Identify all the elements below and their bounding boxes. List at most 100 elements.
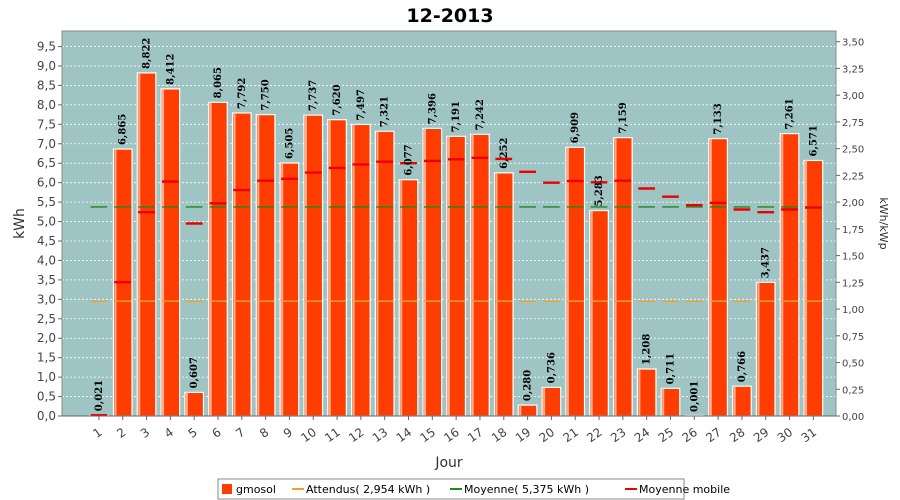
bars <box>89 72 824 417</box>
x-tick-label: 30 <box>775 425 796 445</box>
y2-tick-label: 1,75 <box>842 225 864 236</box>
x-tick-label: 10 <box>298 425 319 445</box>
x-tick-label: 12 <box>346 425 367 445</box>
data-label: 8,065 <box>213 67 224 98</box>
y-tick-label: 9,5 <box>37 40 56 54</box>
data-label: 7,261 <box>785 98 796 129</box>
data-label: 7,792 <box>237 78 248 109</box>
y-tick-label: 0,5 <box>37 390 56 404</box>
bar-highlight <box>662 388 665 416</box>
bar-highlight <box>376 131 379 417</box>
bar-highlight <box>447 136 450 416</box>
data-label: 7,159 <box>618 102 629 133</box>
x-tick-label: 14 <box>394 425 415 445</box>
bar-highlight <box>138 72 141 416</box>
data-label: 6,505 <box>284 128 295 159</box>
x-tick-label: 26 <box>679 425 700 445</box>
data-label: 7,191 <box>451 101 462 132</box>
x-tick-label: 1 <box>90 425 104 441</box>
data-label: 0,001 <box>689 381 700 412</box>
x-tick-label: 13 <box>370 425 391 445</box>
y-tick-label: 7,0 <box>37 137 56 151</box>
legend-entry: gmosol <box>236 483 276 496</box>
data-label: 7,133 <box>713 103 724 134</box>
y2-tick-label: 0,00 <box>842 412 864 423</box>
x-tick-label: 17 <box>465 425 486 445</box>
bar-highlight <box>757 282 760 416</box>
data-label: 7,321 <box>380 96 391 127</box>
data-label: 3,437 <box>761 247 772 278</box>
data-label: 6,571 <box>808 125 819 156</box>
bar-highlight <box>733 386 736 416</box>
x-tick-label: 16 <box>441 425 462 445</box>
data-label: 0,736 <box>546 352 557 383</box>
data-label: 0,766 <box>737 351 748 382</box>
bar-highlight <box>781 133 784 416</box>
y-tick-label: 6,5 <box>37 156 56 170</box>
y2-tick-label: 0,75 <box>842 332 864 343</box>
x-tick-label: 22 <box>584 425 605 445</box>
bar-highlight <box>709 138 712 416</box>
x-tick-label: 29 <box>751 425 772 445</box>
y2-tick-label: 3,50 <box>842 38 864 49</box>
data-label: 7,737 <box>308 80 319 111</box>
data-label: 7,242 <box>475 99 486 130</box>
x-tick-label: 21 <box>560 425 581 445</box>
bar-highlight <box>614 137 617 416</box>
data-label: 0,607 <box>189 357 200 388</box>
x-tick-label: 27 <box>703 425 724 445</box>
y-tick-label: 2,5 <box>37 312 56 326</box>
data-label: 6,077 <box>404 144 415 175</box>
data-label: 7,620 <box>332 84 343 115</box>
y-tick-label: 1,0 <box>37 370 56 384</box>
bar-highlight <box>471 134 474 416</box>
y-axis: 0,0 0,5 1,0 1,5 2,0 2,5 3,0 3,5 4,0 4,5 5,0 5,5 6,0 6… <box>37 40 62 423</box>
y2-axis-label: kWh/kWp <box>877 197 890 249</box>
x-tick-label: 18 <box>489 425 510 445</box>
y-tick-label: 5,5 <box>37 195 56 209</box>
y-tick-label: 5,0 <box>37 215 56 229</box>
x-tick-label: 23 <box>608 425 629 445</box>
x-axis: 1 2 3 4 5 6 7 8 9 10 11 12 13 14 15 16 17 18 19 20 21 22 23 24 2… <box>62 415 836 445</box>
bar-highlight <box>638 369 641 416</box>
x-tick-label: 24 <box>632 425 653 445</box>
y-axis-label: kWh <box>12 208 28 239</box>
y2-tick-label: 2,00 <box>842 198 864 209</box>
bar-highlight <box>400 179 403 416</box>
x-tick-label: 31 <box>799 425 820 445</box>
x-tick-label: 8 <box>257 425 271 441</box>
grid <box>62 46 836 397</box>
chart-title: 12-2013 <box>406 5 493 27</box>
data-label: 8,412 <box>165 54 176 85</box>
data-label: 0,021 <box>94 380 105 411</box>
bar-highlight <box>304 115 307 416</box>
y-tick-label: 4,5 <box>37 234 56 248</box>
legend-entry: Attendus( 2,954 kWh ) <box>306 483 430 496</box>
bar-highlight <box>424 128 427 416</box>
y2-tick-label: 0,25 <box>842 385 864 396</box>
x-tick-label: 7 <box>233 425 247 441</box>
bar-highlight <box>233 112 236 416</box>
x-tick-label: 5 <box>186 425 200 441</box>
data-label: 7,750 <box>261 79 272 110</box>
bar-highlight <box>805 160 808 416</box>
y2-tick-label: 1,00 <box>842 305 864 316</box>
x-tick-label: 11 <box>322 425 343 445</box>
y2-tick-label: 2,50 <box>842 145 864 156</box>
y2-tick-label: 3,00 <box>842 91 864 102</box>
bar-highlight <box>590 210 593 416</box>
bar-highlight <box>352 124 355 416</box>
bar-highlight <box>185 392 188 416</box>
y-tick-label: 3,5 <box>37 273 56 287</box>
x-tick-label: 3 <box>138 425 152 441</box>
x-tick-label: 20 <box>537 425 558 445</box>
legend-entry: Moyenne( 5,375 kWh ) <box>464 483 589 496</box>
y2-tick-label: 0,50 <box>842 359 864 370</box>
bar-highlight <box>162 88 165 416</box>
bar-highlight <box>281 163 284 416</box>
series-marks <box>90 156 822 417</box>
legend-swatch <box>222 484 232 494</box>
y2-tick-label: 3,25 <box>842 64 864 75</box>
